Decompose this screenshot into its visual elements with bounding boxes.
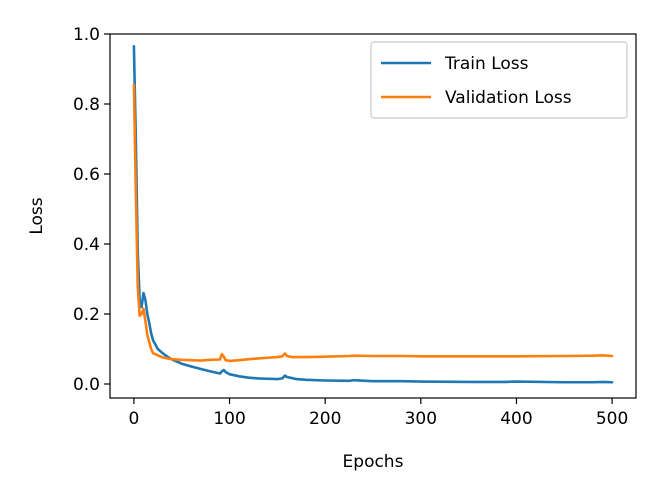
legend-label: Validation Loss	[445, 88, 572, 108]
y-tick-label: 0.8	[73, 95, 100, 115]
y-tick-label: 0.0	[73, 375, 100, 395]
x-tick-label: 500	[596, 409, 628, 429]
x-tick-label: 100	[213, 409, 245, 429]
x-tick-label: 200	[309, 409, 341, 429]
plot-frame	[109, 33, 637, 399]
series-layer	[132, 44, 614, 384]
legend: Train Loss Validation Loss	[370, 41, 628, 119]
axes-layer: 0 100 200 300 400 500 0.0 0.2 0.4 0.6 0.8 1.0	[73, 25, 637, 429]
y-tick-label: 1.0	[73, 25, 100, 45]
series-line-validation-loss	[132, 83, 614, 363]
y-tick-label: 0.6	[73, 165, 100, 185]
legend-label: Train Loss	[444, 54, 529, 74]
y-axis-title: Loss	[27, 197, 47, 234]
legend-box	[370, 41, 628, 119]
series-line-train-loss	[132, 44, 614, 384]
y-tick-label: 0.2	[73, 305, 100, 325]
y-tick-label: 0.4	[73, 235, 100, 255]
x-tick-label: 0	[128, 409, 139, 429]
x-tick-label: 300	[405, 409, 437, 429]
x-axis-title: Epochs	[343, 452, 404, 472]
x-tick-label: 400	[500, 409, 532, 429]
